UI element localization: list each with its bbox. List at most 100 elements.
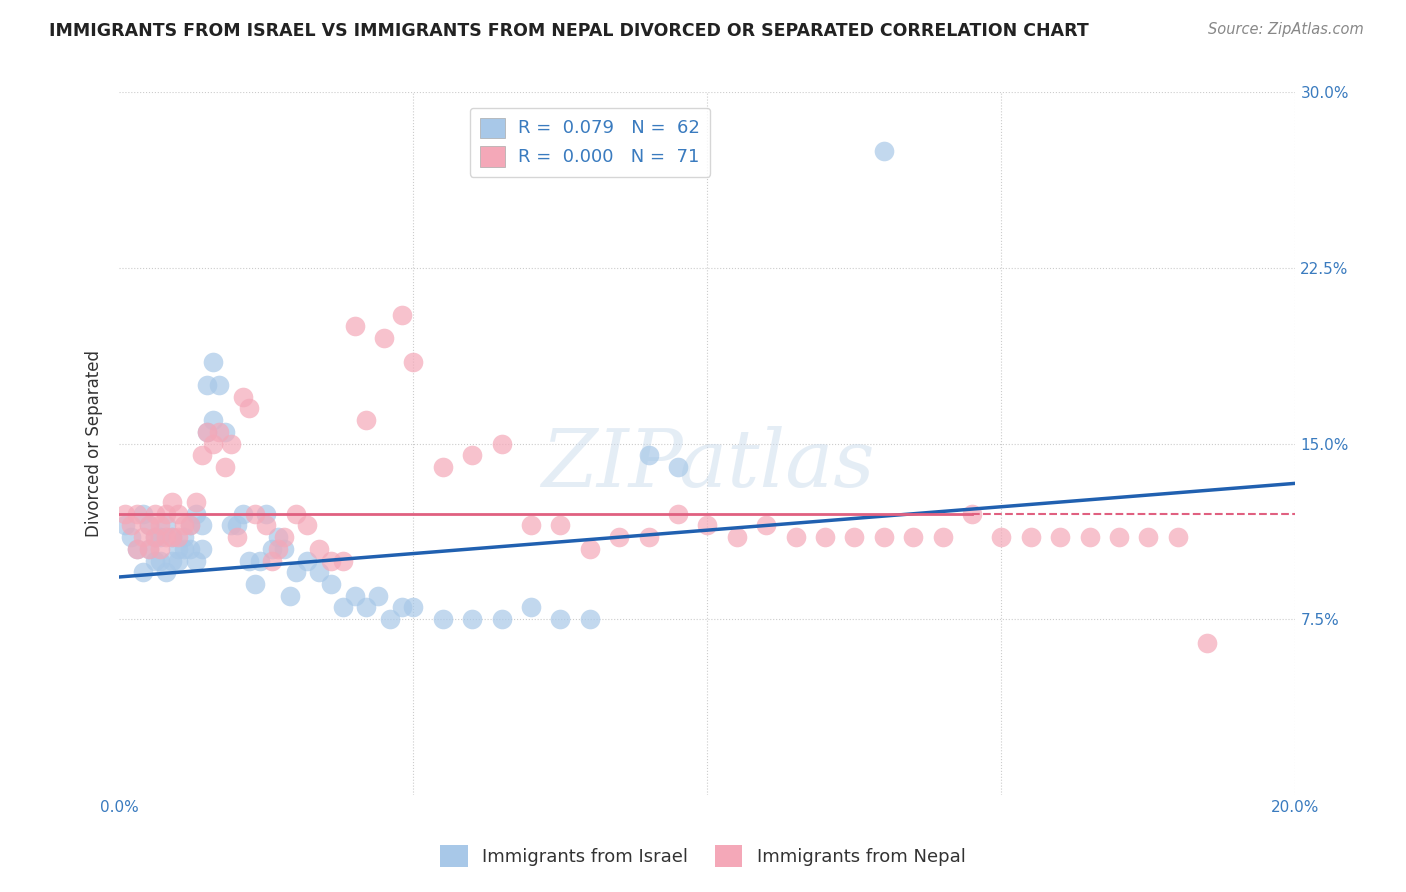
Point (391, 600, 413, 615)
Point (637, 448, 659, 462)
Point (132, 530, 155, 544)
Point (167, 541, 190, 556)
Point (190, 541, 212, 556)
Point (184, 553, 207, 567)
Point (402, 354, 425, 368)
Point (243, 507, 266, 521)
Point (160, 530, 183, 544)
Point (332, 553, 354, 567)
Point (238, 553, 260, 567)
Point (637, 530, 659, 544)
Point (138, 518, 160, 533)
Point (873, 530, 896, 544)
Point (1197, 635, 1219, 649)
Point (319, 553, 342, 567)
Point (520, 518, 543, 533)
Point (308, 541, 330, 556)
Point (219, 518, 242, 533)
Point (755, 518, 778, 533)
Point (160, 495, 183, 509)
Point (208, 378, 231, 392)
Point (254, 518, 277, 533)
Point (267, 541, 290, 556)
Point (373, 331, 395, 345)
Point (155, 507, 177, 521)
Point (273, 541, 295, 556)
Point (143, 507, 166, 521)
Point (125, 541, 148, 556)
Point (225, 530, 247, 544)
Text: ZIPatlas: ZIPatlas (541, 425, 875, 503)
Point (114, 507, 136, 521)
Point (432, 612, 454, 626)
Point (138, 518, 160, 533)
Point (179, 518, 201, 533)
Point (278, 589, 301, 603)
Point (666, 507, 689, 521)
Point (197, 425, 219, 439)
Point (367, 589, 389, 603)
Point (125, 507, 148, 521)
Point (284, 566, 307, 580)
Point (184, 507, 207, 521)
Point (550, 612, 572, 626)
Point (120, 518, 142, 533)
Point (1078, 530, 1101, 544)
Point (243, 577, 266, 591)
Point (491, 612, 513, 626)
Point (149, 530, 172, 544)
Point (550, 518, 572, 533)
Point (844, 530, 866, 544)
Point (149, 541, 172, 556)
Point (125, 541, 148, 556)
Point (432, 459, 454, 474)
Point (214, 425, 236, 439)
Point (461, 612, 484, 626)
Point (785, 530, 807, 544)
Point (132, 507, 155, 521)
Point (356, 413, 378, 427)
Point (173, 518, 195, 533)
Point (378, 612, 401, 626)
Point (167, 507, 190, 521)
Point (179, 541, 201, 556)
Point (184, 495, 207, 509)
Point (155, 518, 177, 533)
Point (273, 530, 295, 544)
Point (1019, 530, 1042, 544)
Point (1167, 530, 1189, 544)
Legend: R =  0.079   N =  62, R =  0.000   N =  71: R = 0.079 N = 62, R = 0.000 N = 71 (470, 108, 710, 177)
Point (167, 530, 190, 544)
Point (461, 448, 484, 462)
Point (149, 553, 172, 567)
Point (202, 436, 225, 450)
Point (284, 507, 307, 521)
Point (1049, 530, 1071, 544)
Point (249, 553, 271, 567)
Point (391, 308, 413, 322)
Point (155, 566, 177, 580)
Point (491, 436, 513, 450)
Point (155, 530, 177, 544)
Point (1137, 530, 1160, 544)
Point (132, 566, 155, 580)
Point (960, 507, 983, 521)
Point (149, 518, 172, 533)
Point (578, 612, 600, 626)
Point (225, 518, 247, 533)
Point (232, 390, 254, 404)
Point (202, 354, 225, 368)
Point (114, 518, 136, 533)
Point (138, 541, 160, 556)
Point (578, 541, 600, 556)
Point (143, 530, 166, 544)
Point (873, 144, 896, 158)
Point (931, 530, 953, 544)
Point (696, 518, 718, 533)
Point (343, 319, 366, 334)
Point (167, 553, 190, 567)
Point (267, 530, 290, 544)
Text: Source: ZipAtlas.com: Source: ZipAtlas.com (1208, 22, 1364, 37)
Point (219, 436, 242, 450)
Point (903, 530, 925, 544)
